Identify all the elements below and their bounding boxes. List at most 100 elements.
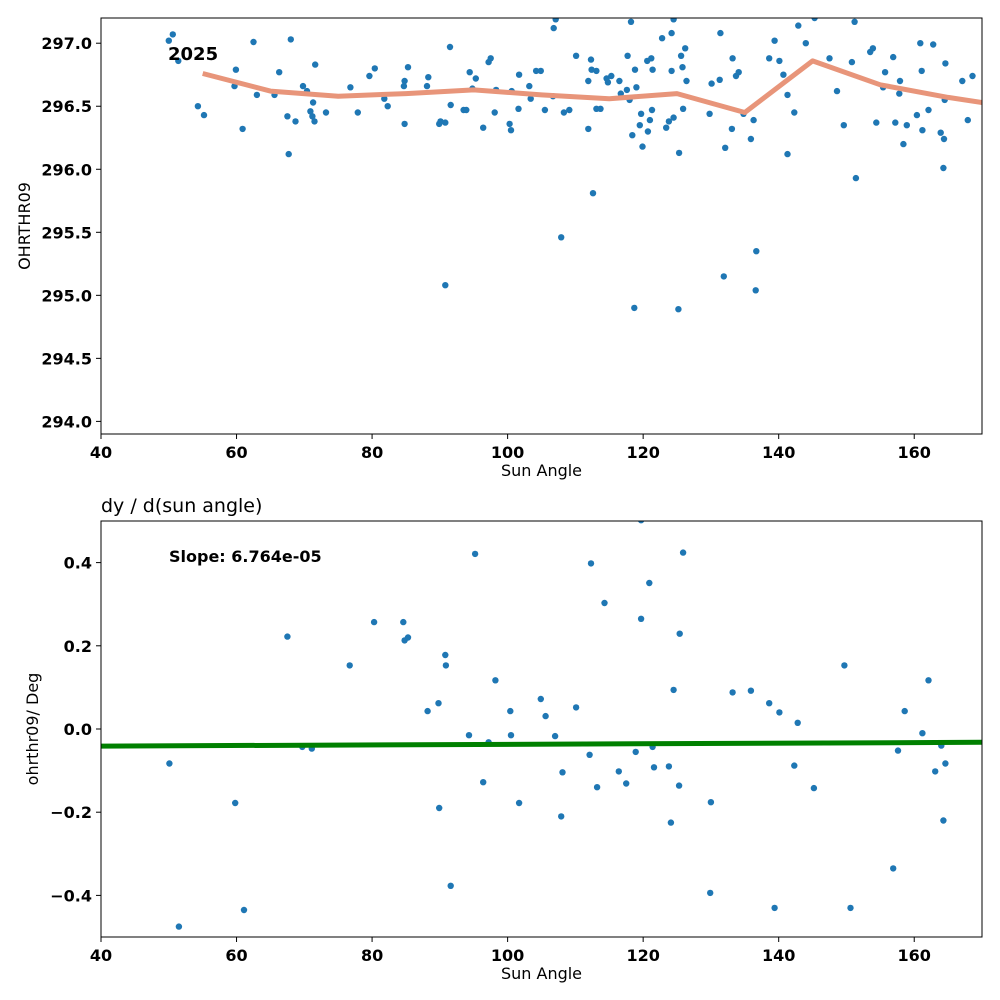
bottom-y-tick-label: −0.4 [50, 886, 92, 905]
top-plot-marks [165, 18, 982, 313]
bottom-x-tick-label: 80 [361, 946, 383, 965]
top-data-point [597, 105, 604, 113]
top-data-point [784, 150, 791, 158]
top-data-point [708, 80, 715, 87]
bottom-data-point [404, 634, 412, 641]
top-data-point [299, 82, 307, 90]
top-data-point [937, 129, 944, 136]
top-data-point [309, 113, 316, 120]
top-data-point [491, 109, 498, 116]
bottom-data-point [346, 662, 353, 669]
top-data-point [307, 108, 314, 115]
top-data-point [892, 119, 899, 126]
bottom-data-point [587, 560, 595, 567]
top-data-point [423, 82, 431, 90]
top-data-point [728, 125, 736, 133]
top-data-point [589, 190, 597, 197]
top-data-point [442, 282, 449, 289]
top-data-point [826, 55, 833, 62]
bottom-data-point [471, 550, 479, 558]
bottom-y-tick-label: −0.2 [50, 803, 92, 822]
binned-mean-line [202, 58, 982, 115]
bottom-data-point [465, 732, 473, 739]
top-data-point [631, 304, 638, 312]
top-data-point [463, 106, 470, 114]
top-y-tick-label: 296.0 [41, 160, 92, 179]
top-y-tick-label: 296.5 [41, 97, 92, 116]
top-data-point [354, 109, 361, 116]
bottom-data-point [791, 762, 798, 769]
top-data-point [918, 67, 925, 75]
top-data-point [646, 116, 654, 124]
bottom-x-axis-label: Sun Angle [501, 964, 582, 983]
top-data-point [560, 109, 568, 116]
top-x-tick-label: 160 [898, 443, 931, 462]
bottom-data-point [284, 633, 291, 640]
top-data-point [527, 95, 534, 102]
top-data-point [309, 99, 317, 106]
bottom-data-point [919, 730, 926, 737]
slope-annotation: Slope: 6.764e-05 [169, 547, 322, 566]
top-data-point [940, 164, 947, 172]
bottom-data-point [175, 923, 183, 930]
bottom-data-point [615, 768, 622, 775]
top-x-tick-label: 60 [225, 443, 247, 462]
top-data-point [381, 95, 388, 102]
bottom-data-point [537, 695, 544, 703]
top-data-point [292, 118, 299, 125]
top-data-point [526, 82, 533, 90]
bottom-y-tick-label: 0.0 [64, 720, 92, 739]
top-y-tick-label: 295.0 [41, 286, 92, 305]
top-data-point [811, 18, 818, 22]
top-data-point [585, 77, 592, 85]
top-data-point [776, 57, 783, 65]
bottom-data-point [942, 760, 949, 767]
top-data-point [617, 90, 624, 97]
top-y-tick-label: 294.0 [41, 412, 92, 431]
bottom-data-point [940, 817, 947, 824]
top-data-point [480, 124, 487, 131]
bottom-data-point [670, 686, 677, 694]
top-data-point [903, 122, 910, 129]
bottom-data-point [442, 651, 449, 659]
bottom-data-point [665, 763, 673, 770]
top-data-point [969, 72, 976, 80]
top-data-point [588, 66, 595, 73]
top-data-point [679, 63, 686, 71]
top-x-tick-label: 80 [361, 443, 383, 462]
bottom-data-point [841, 662, 848, 669]
top-data-point [677, 52, 685, 59]
top-data-point [572, 52, 580, 59]
top-data-point [670, 18, 677, 23]
top-data-point [644, 128, 652, 135]
bottom-data-point [424, 707, 431, 715]
top-y-ticks: 294.0 294.5 295.0 295.5 296.0 296.5 297.0 [41, 34, 101, 431]
top-data-point [940, 135, 948, 143]
top-data-point [506, 120, 513, 128]
bottom-x-tick-label: 100 [491, 946, 524, 965]
bottom-plot-marks [101, 521, 982, 930]
bottom-data-point [925, 677, 932, 684]
top-data-point [917, 40, 924, 47]
top-data-point [165, 37, 172, 44]
top-data-point [585, 125, 592, 133]
bottom-data-point [632, 748, 639, 756]
bottom-panel-title: dy / d(sun angle) [101, 495, 262, 517]
top-data-point [639, 143, 646, 150]
top-data-point [515, 105, 522, 113]
top-data-point [717, 29, 724, 37]
bottom-panel: 40 60 80 100 120 140 160 −0.4 −0.2 0.0 0.2 0.4 Slo… [23, 495, 983, 983]
bottom-y-tick-label: 0.4 [64, 554, 92, 573]
bottom-data-point [679, 549, 687, 556]
bottom-data-point [646, 579, 653, 587]
top-x-tick-label: 40 [90, 443, 112, 462]
top-data-point [401, 77, 408, 85]
bottom-x-ticks: 40 60 80 100 120 140 160 [90, 937, 931, 965]
top-data-point [925, 106, 932, 114]
bottom-data-point [810, 784, 818, 792]
top-data-point [750, 116, 757, 124]
bottom-data-point [400, 618, 407, 626]
top-x-axis-label: Sun Angle [501, 461, 582, 480]
bottom-data-point [894, 747, 902, 754]
bottom-data-point [707, 889, 714, 897]
